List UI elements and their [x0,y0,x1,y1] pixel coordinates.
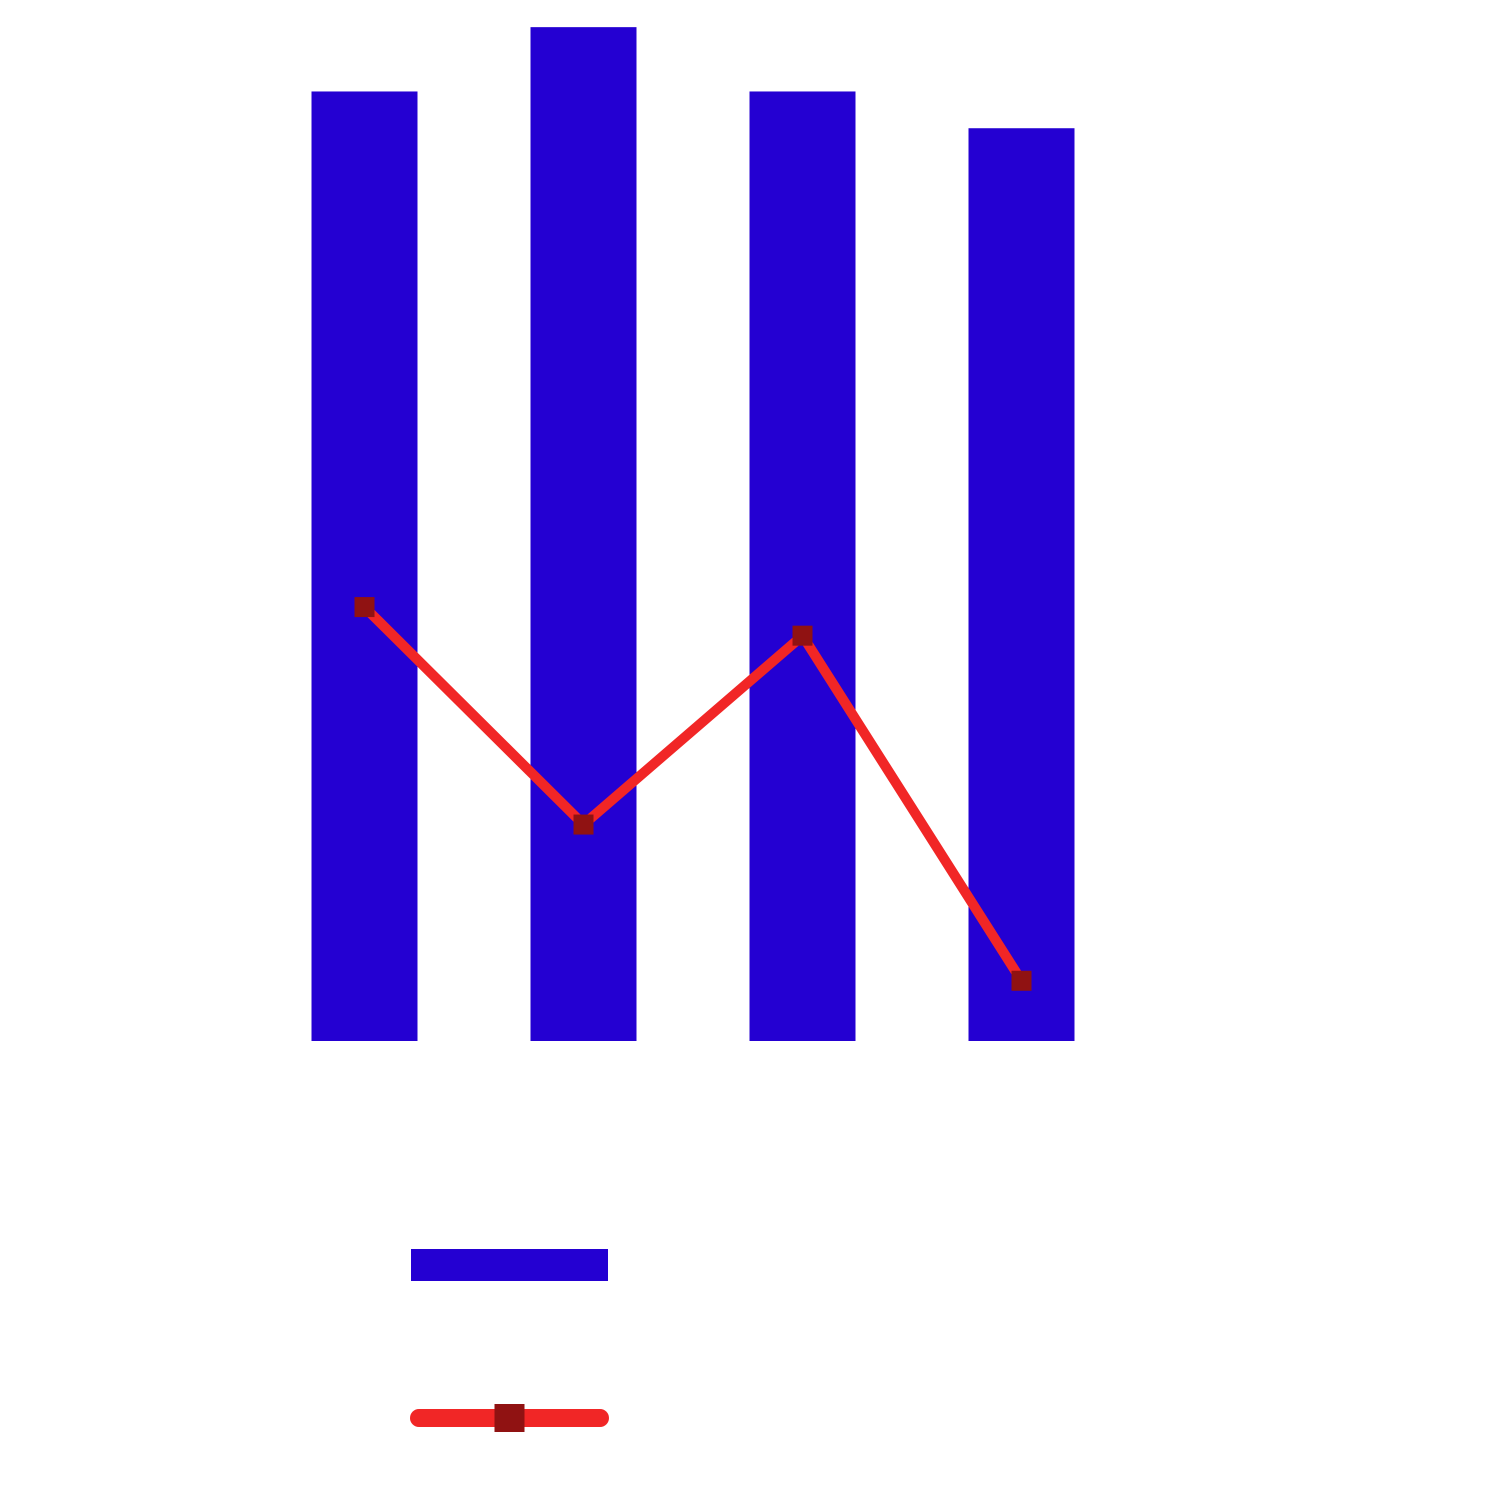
legend [410,1249,609,1432]
bar-1 [311,91,418,1042]
line-path [360,603,1026,984]
line-point-2 [573,814,594,835]
bar-3 [749,91,856,1042]
line-series [354,597,1032,991]
legend-bar-swatch [411,1249,608,1281]
bar-2 [530,27,637,1042]
bar-4 [968,128,1075,1041]
line-point-1 [354,597,375,618]
line-point-3 [792,625,813,646]
line-point-4 [1011,970,1032,991]
legend-line-marker [494,1404,525,1432]
bar-series [311,27,1075,1042]
